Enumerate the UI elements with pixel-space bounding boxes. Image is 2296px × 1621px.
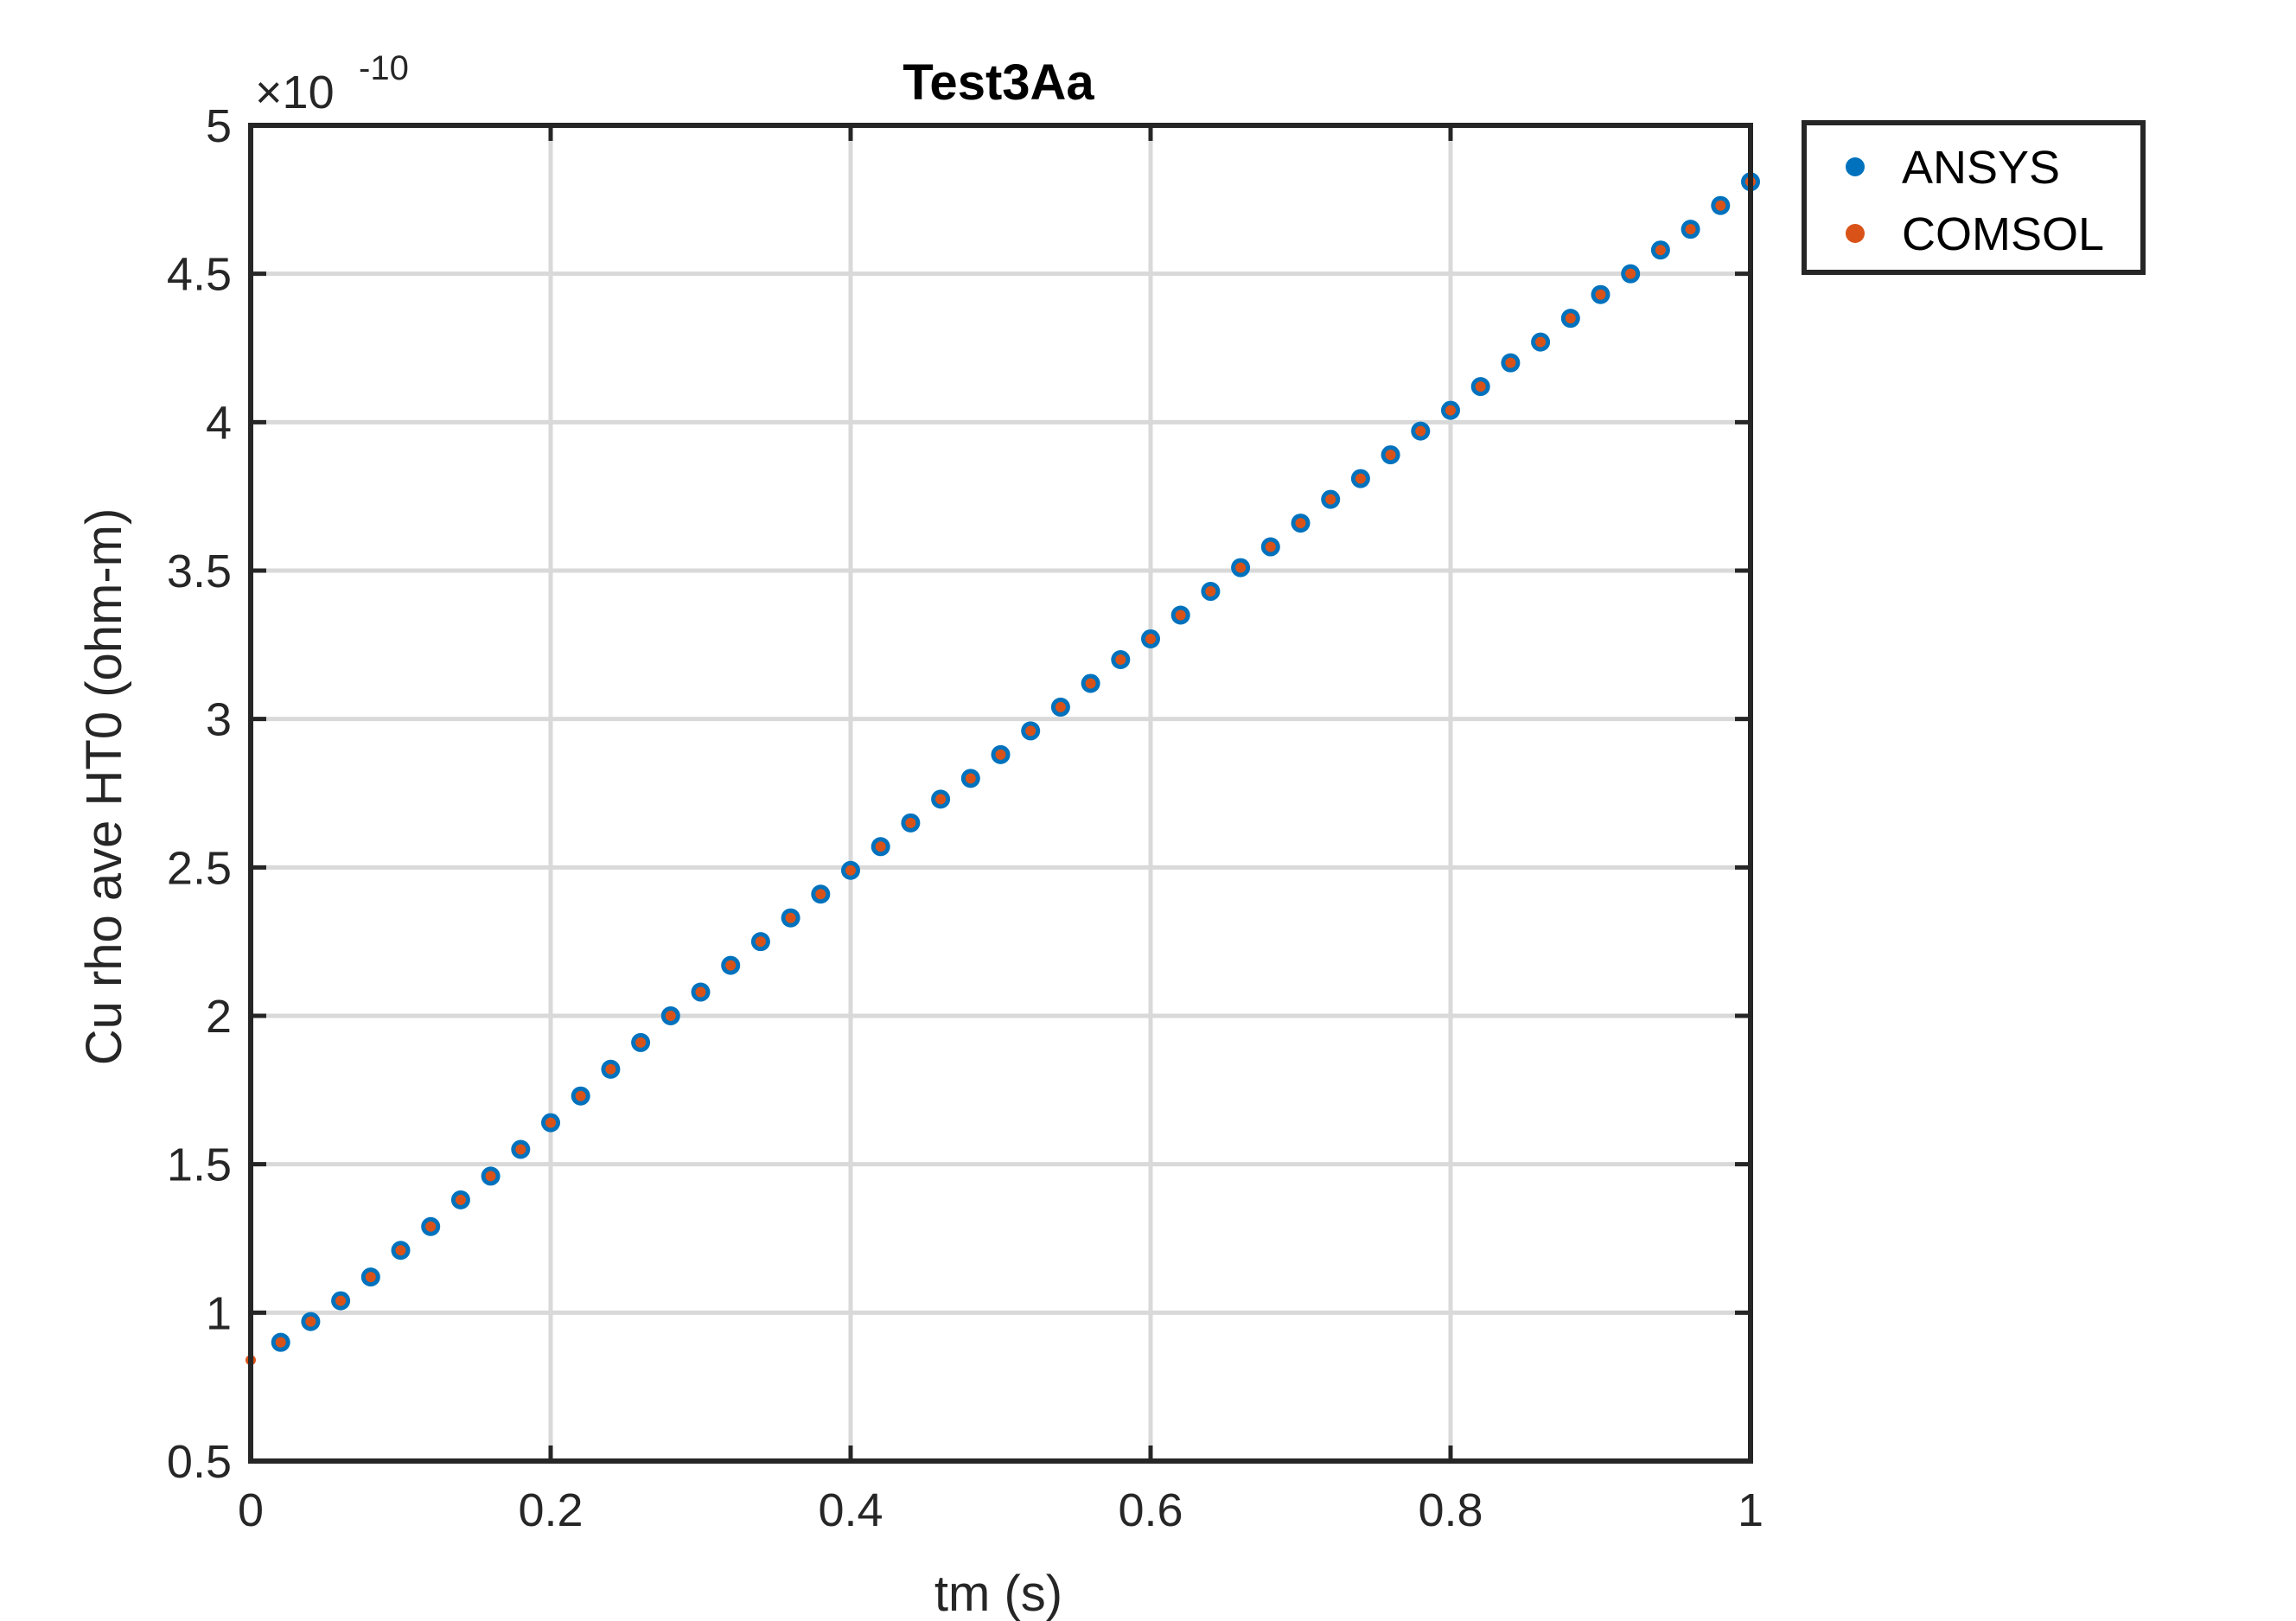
comsol-point [1115,654,1126,665]
comsol-point [1295,518,1306,529]
data-points [246,172,1760,1366]
comsol-point [695,986,706,998]
comsol-point [605,1063,616,1075]
y-tick-label: 4 [206,397,232,449]
axis-ticks: 0 0.2 0.4 0.6 0.8 1 0.5 1 1.5 2 2.5 3 3.5 4 4.5 5 [167,100,1763,1536]
plot-frame [248,123,1753,1464]
legend-box [1802,120,2146,275]
y-tick-label: 1.5 [167,1139,232,1191]
y-axis-label: Cu rho ave HT0 (ohm-m) [76,508,132,1066]
legend-label-ansys: ANSYS [1902,142,2060,194]
comsol-point [1415,425,1426,437]
comsol-point [635,1037,647,1048]
comsol-point [1325,494,1336,505]
legend-label-comsol: COMSOL [1902,208,2104,260]
y-tick-label: 4.5 [167,249,232,301]
comsol-point [1505,357,1516,368]
comsol-point [275,1337,286,1348]
comsol-point [455,1194,466,1205]
comsol-point [1145,633,1156,644]
comsol-point [755,936,766,948]
comsol-point [365,1272,376,1283]
y-axis-exponent: ×10 -10 [255,49,409,118]
y-exponent-power: -10 [359,49,409,87]
x-tick-label: 0.6 [1118,1484,1183,1536]
x-tick-label: 0.4 [818,1484,883,1536]
comsol-point [905,817,916,828]
y-tick-label: 2.5 [167,842,232,894]
comsol-point [1025,725,1036,737]
legend: ANSYS COMSOL [1802,120,2146,275]
y-tick-label: 3 [206,694,232,746]
comsol-point [665,1011,676,1021]
x-tick-label: 1 [1738,1484,1763,1536]
comsol-point [785,912,796,923]
comsol-point [1715,200,1726,211]
comsol-point [725,960,737,971]
x-tick-label: 0.2 [518,1484,583,1536]
comsol-point [1355,473,1366,484]
y-exponent-base: ×10 [255,67,335,118]
comsol-point [545,1117,556,1128]
comsol-point [1655,245,1666,256]
comsol-point [845,865,856,876]
comsol-point [1205,586,1216,597]
comsol-point [1055,701,1066,712]
comsol-point [1475,381,1486,392]
comsol-point [1625,268,1636,279]
comsol-point [935,794,947,805]
comsol-point [335,1295,347,1306]
comsol-point [485,1171,496,1182]
y-tick-label: 1 [206,1287,232,1339]
comsol-point [1265,541,1276,552]
comsol-point [305,1316,316,1327]
comsol-point [1685,224,1696,235]
comsol-point [965,773,976,784]
comsol-point [575,1090,586,1101]
comsol-point [1085,678,1096,689]
comsol-point [815,889,826,900]
series-comsol [246,176,1756,1366]
y-tick-label: 2 [206,991,232,1043]
chart-title: Test3Aa [902,54,1094,111]
comsol-point [995,749,1006,760]
x-tick-label: 0.8 [1418,1484,1483,1536]
comsol-point [1175,609,1186,621]
y-tick-label: 0.5 [167,1436,232,1488]
grid-lines [251,125,1751,1461]
x-tick-label: 0 [238,1484,264,1536]
x-axis-label: tm (s) [934,1566,1062,1621]
comsol-point [395,1245,406,1256]
comsol-point [515,1144,526,1155]
comsol-point [1385,450,1396,461]
comsol-point [1445,405,1456,416]
comsol-point [425,1221,437,1232]
comsol-point [1595,289,1606,300]
comsol-point [1235,562,1247,573]
comsol-point [1535,336,1547,348]
y-tick-label: 5 [206,100,232,152]
comsol-point [875,841,886,852]
y-tick-label: 3.5 [167,546,232,597]
comsol-point [1565,313,1576,324]
legend-marker-ansys [1846,157,1865,176]
legend-marker-comsol [1846,224,1865,243]
